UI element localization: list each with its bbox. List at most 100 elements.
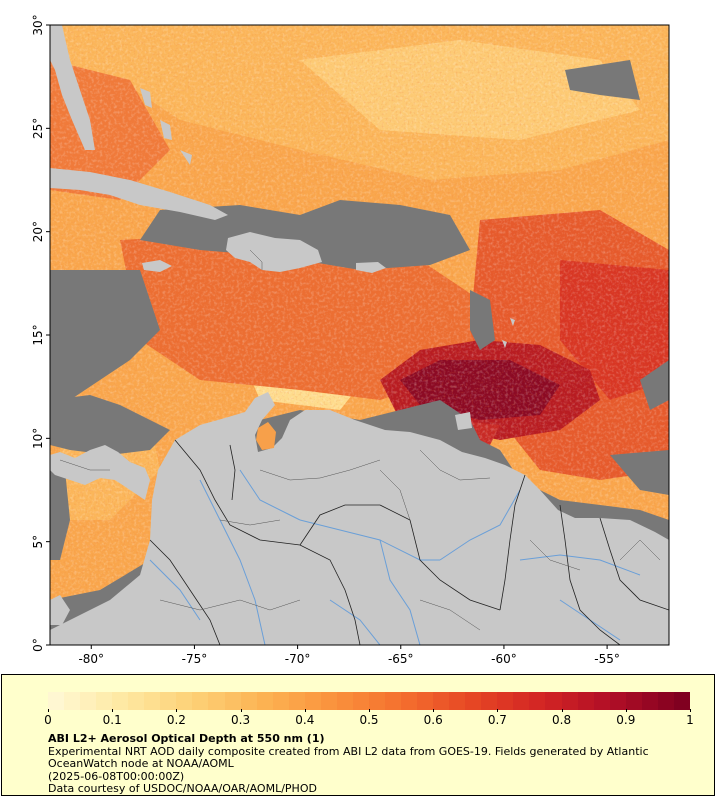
lake-maracaibo xyxy=(256,422,276,450)
colorbar-tick-label: 0.4 xyxy=(295,713,315,727)
colorbar-swatch xyxy=(256,692,273,710)
colorbar-tick-mark xyxy=(369,709,370,712)
colorbar-tick-mark xyxy=(433,709,435,712)
legend-date: (2025-06-08T00:00:00Z) xyxy=(48,769,185,783)
colorbar-swatch xyxy=(288,692,305,710)
colorbar-tick-mark xyxy=(48,709,49,712)
colorbar-tick-label: 1 xyxy=(686,713,694,727)
land-cuba xyxy=(50,168,228,220)
lon-tick-label: -65° xyxy=(388,652,414,666)
colorbar-tick-label: 0.2 xyxy=(166,713,186,727)
lat-tick-label: 20° xyxy=(31,221,45,242)
lat-tick-label: 30° xyxy=(31,14,45,35)
colorbar-tick-label: 0.1 xyxy=(102,713,122,727)
land-puerto-rico xyxy=(356,262,386,273)
colorbar-swatch xyxy=(384,692,402,710)
colorbar-tick-mark xyxy=(497,709,499,712)
map-figure: 0° 5° 10° 15° 20° 25° 30° -80° -75° -70° -65° -60°… xyxy=(31,14,670,666)
land-bahamas-1 xyxy=(140,88,152,108)
colorbar-swatch xyxy=(545,692,562,710)
colorbar-tick-mark xyxy=(304,709,306,712)
colorbar-tick-mark xyxy=(561,709,563,712)
colorbar-swatch xyxy=(449,692,466,710)
colorbar-swatch xyxy=(144,692,161,710)
colorbar-tick-mark xyxy=(240,709,242,712)
colorbar-swatch xyxy=(513,692,530,710)
land-south-america xyxy=(50,392,669,645)
legend-text: ABI L2+ Aerosol Optical Depth at 550 nm … xyxy=(48,732,708,796)
lon-tick-label: -70° xyxy=(285,652,311,666)
colorbar-swatch xyxy=(433,692,450,710)
lat-tick-label: 25° xyxy=(31,118,45,139)
legend-title: ABI L2+ Aerosol Optical Depth at 550 nm … xyxy=(48,732,325,745)
lon-tick-label: -80° xyxy=(78,652,104,666)
colorbar-swatch xyxy=(352,692,369,710)
lat-tick-label: 15° xyxy=(31,324,45,345)
colorbar-tick-label: 0 xyxy=(44,713,52,727)
borders xyxy=(149,439,669,645)
rivers xyxy=(149,469,641,645)
colorbar-swatch xyxy=(529,692,546,710)
colorbar-swatch xyxy=(336,692,353,710)
lon-tick-label: -60° xyxy=(491,652,517,666)
aod-map: 0° 5° 10° 15° 20° 25° 30° -80° -75° -70° -65° -60°… xyxy=(31,14,670,666)
land-central-america xyxy=(50,445,150,500)
legend-panel: 0 0.1 0.2 0.3 0.4 0.5 0.6 0.7 0.8 0.9 1 ABI L2+ Ae… xyxy=(1,674,715,796)
land-florida xyxy=(50,25,95,150)
longitude-axis: -80° -75° -70° -65° -60° -55° xyxy=(78,645,620,666)
colorbar-swatch xyxy=(577,692,594,710)
colorbar xyxy=(48,692,690,710)
colorbar-swatch xyxy=(304,692,321,710)
lat-tick-label: 5° xyxy=(31,535,45,549)
colorbar-tick-label: 0.6 xyxy=(423,713,443,727)
colorbar-swatch xyxy=(80,692,97,710)
colorbar-tick-mark xyxy=(176,709,178,712)
colorbar-swatch xyxy=(48,692,65,710)
colorbar-tick-mark xyxy=(625,709,627,712)
colorbar-swatch xyxy=(593,692,610,710)
plot-area xyxy=(50,25,669,645)
colorbar-swatch xyxy=(417,692,434,710)
colorbar-swatch xyxy=(240,692,257,710)
colorbar-swatch xyxy=(160,692,177,710)
colorbar-swatch xyxy=(272,692,289,710)
colorbar-swatch xyxy=(673,692,690,710)
colorbar-swatch xyxy=(609,692,626,710)
colorbar-swatch xyxy=(112,692,129,710)
colorbar-swatch xyxy=(208,692,225,710)
land-areas xyxy=(50,25,669,645)
internal-borders xyxy=(59,249,661,631)
colorbar-swatch xyxy=(192,692,209,710)
lon-tick-label: -55° xyxy=(594,652,620,666)
colorbar-swatch xyxy=(128,692,145,710)
legend-credit: Data courtesy of USDOC/NOAA/OAR/AOML/PHO… xyxy=(48,782,317,795)
legend-description: Experimental NRT AOD daily composite cre… xyxy=(48,744,649,770)
colorbar-tick-label: 0.9 xyxy=(616,713,636,727)
colorbar-swatch xyxy=(481,692,498,710)
land-trinidad xyxy=(455,412,472,430)
colorbar-swatch xyxy=(641,692,658,710)
land-hispaniola xyxy=(226,232,322,272)
lat-tick-label: 10° xyxy=(31,428,45,449)
colorbar-swatch xyxy=(497,692,514,710)
colorbar-swatch xyxy=(561,692,578,710)
colorbar-tick-label: 0.8 xyxy=(552,713,572,727)
colorbar-ticks: 0 0.1 0.2 0.3 0.4 0.5 0.6 0.7 0.8 0.9 1 xyxy=(44,709,694,727)
colorbar-swatch xyxy=(465,692,482,710)
latitude-axis: 0° 5° 10° 15° 20° 25° 30° xyxy=(31,14,50,652)
colorbar-swatch xyxy=(176,692,193,710)
colorbar-swatch xyxy=(625,692,642,710)
lat-tick-label: 0° xyxy=(31,638,45,652)
colorbar-swatch xyxy=(657,692,674,710)
colorbar-tick-mark xyxy=(112,709,114,712)
colorbar-swatch xyxy=(368,692,385,710)
colorbar-swatch xyxy=(64,692,81,710)
lon-tick-label: -75° xyxy=(182,652,208,666)
colorbar-swatch xyxy=(96,692,113,710)
colorbar-tick-label: 0.5 xyxy=(359,713,379,727)
colorbar-tick-mark xyxy=(690,709,691,712)
colorbar-swatch xyxy=(320,692,337,710)
colorbar-tick-label: 0.7 xyxy=(487,713,507,727)
land-jamaica xyxy=(142,260,172,272)
colorbar-tick-label: 0.3 xyxy=(231,713,251,727)
